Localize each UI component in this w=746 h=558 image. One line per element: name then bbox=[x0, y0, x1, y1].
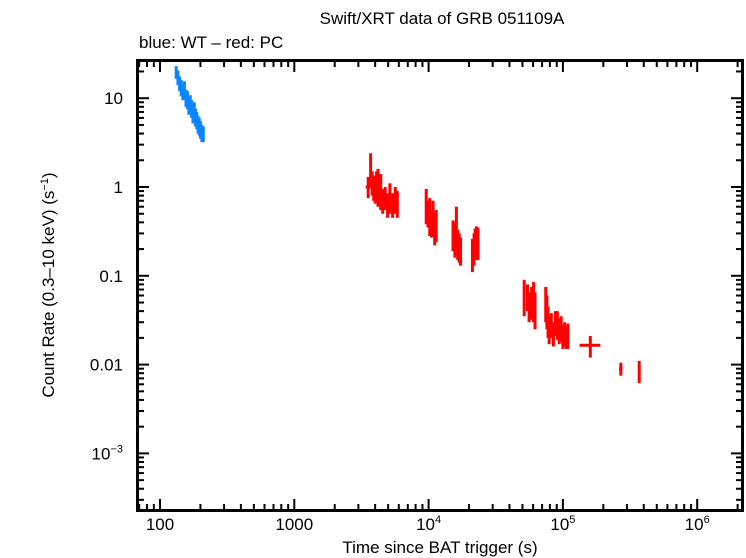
data-point bbox=[383, 187, 387, 211]
data-point bbox=[579, 335, 601, 358]
y-tick-label-base: 10 bbox=[92, 444, 111, 463]
x-tick-label-base: 10 bbox=[550, 515, 569, 534]
x-tick-label-base: 10 bbox=[685, 515, 704, 534]
y-tick-label: 10 bbox=[104, 89, 123, 108]
x-tick-label-base: 100 bbox=[146, 515, 174, 534]
y-tick-label: 10−3 bbox=[92, 443, 123, 463]
series-wt bbox=[174, 66, 205, 143]
data-point bbox=[551, 322, 555, 347]
data-point bbox=[522, 279, 526, 317]
x-tick-label-exponent: 5 bbox=[569, 514, 575, 526]
y-tick-label: 1 bbox=[114, 178, 123, 197]
y-tick-label-base: 0.1 bbox=[99, 267, 123, 286]
y-tick-label-base: 0.01 bbox=[90, 356, 123, 375]
x-tick-label: 100 bbox=[146, 515, 174, 534]
data-point bbox=[459, 237, 463, 266]
x-tick-label: 105 bbox=[550, 514, 575, 534]
data-point bbox=[201, 126, 205, 143]
data-point bbox=[547, 316, 551, 345]
data-point bbox=[434, 210, 438, 243]
data-point bbox=[549, 313, 553, 338]
axes-layer bbox=[136, 59, 744, 512]
x-tick-label-exponent: 4 bbox=[435, 514, 441, 526]
data-point bbox=[386, 193, 390, 218]
x-axis-label: Time since BAT trigger (s) bbox=[342, 538, 537, 557]
y-axis-label-end: ) bbox=[39, 172, 58, 178]
y-tick-label: 0.01 bbox=[90, 356, 123, 375]
tick-layer bbox=[138, 62, 741, 509]
plot-frame bbox=[136, 59, 744, 512]
chart-title: Swift/XRT data of GRB 051109A bbox=[320, 9, 565, 28]
data-point bbox=[381, 188, 385, 214]
y-tick-label-base: 10 bbox=[104, 89, 123, 108]
x-tick-label-base: 10 bbox=[416, 515, 435, 534]
data-point bbox=[619, 362, 623, 376]
x-tick-label: 106 bbox=[685, 514, 710, 534]
data-point bbox=[553, 311, 557, 336]
y-axis-label: Count Rate (0.3–10 keV) (s−1) bbox=[39, 172, 58, 397]
x-tick-label: 104 bbox=[416, 514, 441, 534]
y-tick-label-base: 1 bbox=[114, 178, 123, 197]
y-tick-label: 0.1 bbox=[99, 267, 123, 286]
y-axis-label-main: Count Rate (0.3–10 keV) (s bbox=[39, 191, 58, 398]
y-axis-label-superscript: −1 bbox=[39, 178, 51, 191]
series-pc bbox=[365, 153, 641, 384]
data-point bbox=[637, 360, 641, 384]
x-tick-label-exponent: 6 bbox=[704, 514, 710, 526]
data-point bbox=[388, 183, 392, 214]
data-point bbox=[379, 174, 383, 211]
data-point bbox=[391, 193, 395, 218]
data-point bbox=[533, 292, 537, 330]
data-point bbox=[530, 286, 534, 320]
chart-subtitle: blue: WT – red: PC bbox=[139, 33, 283, 52]
data-point bbox=[527, 292, 531, 323]
data-point bbox=[476, 227, 480, 261]
x-tick-label: 1000 bbox=[275, 515, 313, 534]
data-point bbox=[566, 323, 570, 349]
x-tick-label-base: 1000 bbox=[275, 515, 313, 534]
data-layer bbox=[174, 66, 641, 384]
y-tick-label-exponent: −3 bbox=[110, 443, 123, 455]
data-point bbox=[395, 191, 399, 218]
